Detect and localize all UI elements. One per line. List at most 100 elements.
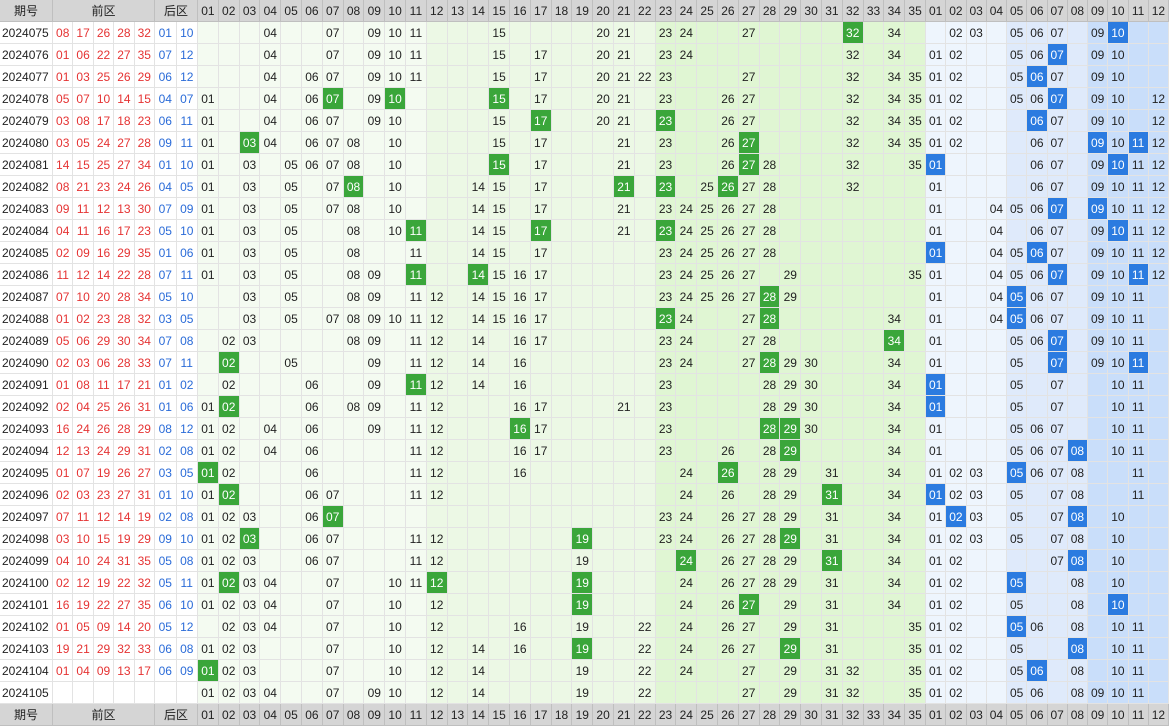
front-trend-cell xyxy=(468,66,490,88)
back-trend-cell: 06 xyxy=(1027,44,1048,66)
back-draw-number: 05 xyxy=(155,572,177,594)
front-trend-cell xyxy=(447,396,469,418)
back-trend-cell: 11 xyxy=(1128,176,1149,198)
front-trend-cell: 07 xyxy=(322,638,344,660)
front-trend-cell xyxy=(593,506,614,528)
front-trend-cell xyxy=(218,286,240,308)
front-trend-cell: 27 xyxy=(738,506,760,528)
back-trend-cell: 03 xyxy=(966,22,987,44)
front-trend-cell: 32 xyxy=(842,110,864,132)
front-trend-cell: 06 xyxy=(302,418,323,440)
front-trend-cell xyxy=(530,572,552,594)
front-trend-cell: 07 xyxy=(322,308,344,330)
table-row: 2024100 02 12 19 22 32 05 11 01 02 03 04 07 10 11 12 19 2… xyxy=(0,572,1169,594)
back-trend-cell: 07 xyxy=(1047,396,1068,418)
front-trend-cell xyxy=(822,308,843,330)
front-trend-cell xyxy=(718,66,739,88)
front-trend-cell: 30 xyxy=(801,396,822,418)
back-trend-cell xyxy=(1108,462,1129,484)
front-trend-cell xyxy=(260,176,282,198)
front-trend-cell xyxy=(239,396,261,418)
front-trend-cell xyxy=(759,638,781,660)
front-number-header: 20 xyxy=(593,0,614,22)
front-trend-cell xyxy=(572,110,594,132)
front-draw-number: 09 xyxy=(73,242,94,264)
front-draw-number: 26 xyxy=(114,462,135,484)
back-trend-cell: 07 xyxy=(1047,66,1068,88)
back-trend-cell: 11 xyxy=(1128,198,1149,220)
back-trend-cell: 08 xyxy=(1067,484,1088,506)
front-trend-cell: 05 xyxy=(281,154,302,176)
front-trend-cell xyxy=(718,418,739,440)
front-draw-number: 31 xyxy=(134,484,155,506)
front-trend-cell xyxy=(780,110,802,132)
front-trend-cell: 34 xyxy=(884,396,906,418)
front-trend-cell: 07 xyxy=(322,66,344,88)
front-trend-cell: 04 xyxy=(260,594,282,616)
back-trend-cell xyxy=(1128,66,1149,88)
back-number-header: 04 xyxy=(986,704,1007,726)
back-trend-cell xyxy=(966,154,987,176)
front-trend-cell xyxy=(406,88,427,110)
front-trend-cell xyxy=(905,44,926,66)
back-trend-cell xyxy=(1088,440,1109,462)
front-trend-cell xyxy=(364,242,386,264)
front-trend-cell: 24 xyxy=(676,506,698,528)
back-number-header: 04 xyxy=(986,0,1007,22)
front-trend-cell xyxy=(905,374,926,396)
front-trend-cell xyxy=(281,660,302,682)
front-number-header: 27 xyxy=(738,704,760,726)
front-draw-number: 29 xyxy=(114,242,135,264)
front-trend-cell: 03 xyxy=(239,506,261,528)
front-trend-cell: 24 xyxy=(676,308,698,330)
back-trend-cell: 11 xyxy=(1128,154,1149,176)
front-trend-cell: 34 xyxy=(884,572,906,594)
issue-number: 2024077 xyxy=(0,66,53,88)
back-trend-cell: 10 xyxy=(1108,110,1129,132)
back-trend-cell xyxy=(1067,242,1088,264)
front-trend-cell: 05 xyxy=(281,220,302,242)
back-draw-number: 01 xyxy=(155,484,177,506)
front-trend-cell xyxy=(364,660,386,682)
front-draw-number: 16 xyxy=(53,418,74,440)
back-trend-cell: 08 xyxy=(1067,660,1088,682)
front-trend-cell: 09 xyxy=(364,44,386,66)
back-trend-cell xyxy=(1148,484,1169,506)
front-number-header: 03 xyxy=(239,704,261,726)
front-trend-cell: 01 xyxy=(198,264,219,286)
front-trend-cell xyxy=(676,682,698,704)
front-trend-cell: 26 xyxy=(718,286,739,308)
front-trend-cell xyxy=(801,330,822,352)
back-trend-cell xyxy=(966,440,987,462)
back-hit-cell: 02 xyxy=(946,506,967,528)
front-trend-cell: 17 xyxy=(530,132,552,154)
front-trend-cell xyxy=(572,330,594,352)
front-trend-cell xyxy=(385,418,406,440)
back-trend-cell xyxy=(1088,374,1109,396)
front-trend-cell: 21 xyxy=(614,132,635,154)
back-trend-cell xyxy=(1148,22,1169,44)
front-trend-cell: 11 xyxy=(406,22,427,44)
back-trend-cell: 09 xyxy=(1088,22,1109,44)
front-number-header: 17 xyxy=(530,704,552,726)
front-trend-cell xyxy=(863,66,885,88)
front-draw-number xyxy=(93,682,115,704)
back-draw-number: 08 xyxy=(176,550,198,572)
front-trend-cell: 06 xyxy=(302,66,323,88)
front-trend-cell: 27 xyxy=(738,330,760,352)
back-trend-cell: 01 xyxy=(926,682,947,704)
front-number-header: 29 xyxy=(780,0,802,22)
front-trend-cell: 10 xyxy=(385,220,406,242)
front-draw-number: 11 xyxy=(93,374,115,396)
front-trend-cell xyxy=(468,110,490,132)
back-trend-cell: 11 xyxy=(1128,682,1149,704)
front-trend-cell xyxy=(302,330,323,352)
back-trend-cell: 02 xyxy=(946,572,967,594)
front-draw-number: 26 xyxy=(114,66,135,88)
front-trend-cell: 28 xyxy=(759,484,781,506)
front-trend-cell xyxy=(655,550,677,572)
front-trend-cell: 27 xyxy=(738,22,760,44)
front-trend-cell: 08 xyxy=(343,264,365,286)
back-trend-cell xyxy=(946,176,967,198)
table-row: 2024085 02 09 16 29 35 01 06 01 03 05 08 11 14 15 17 23 2… xyxy=(0,242,1169,264)
